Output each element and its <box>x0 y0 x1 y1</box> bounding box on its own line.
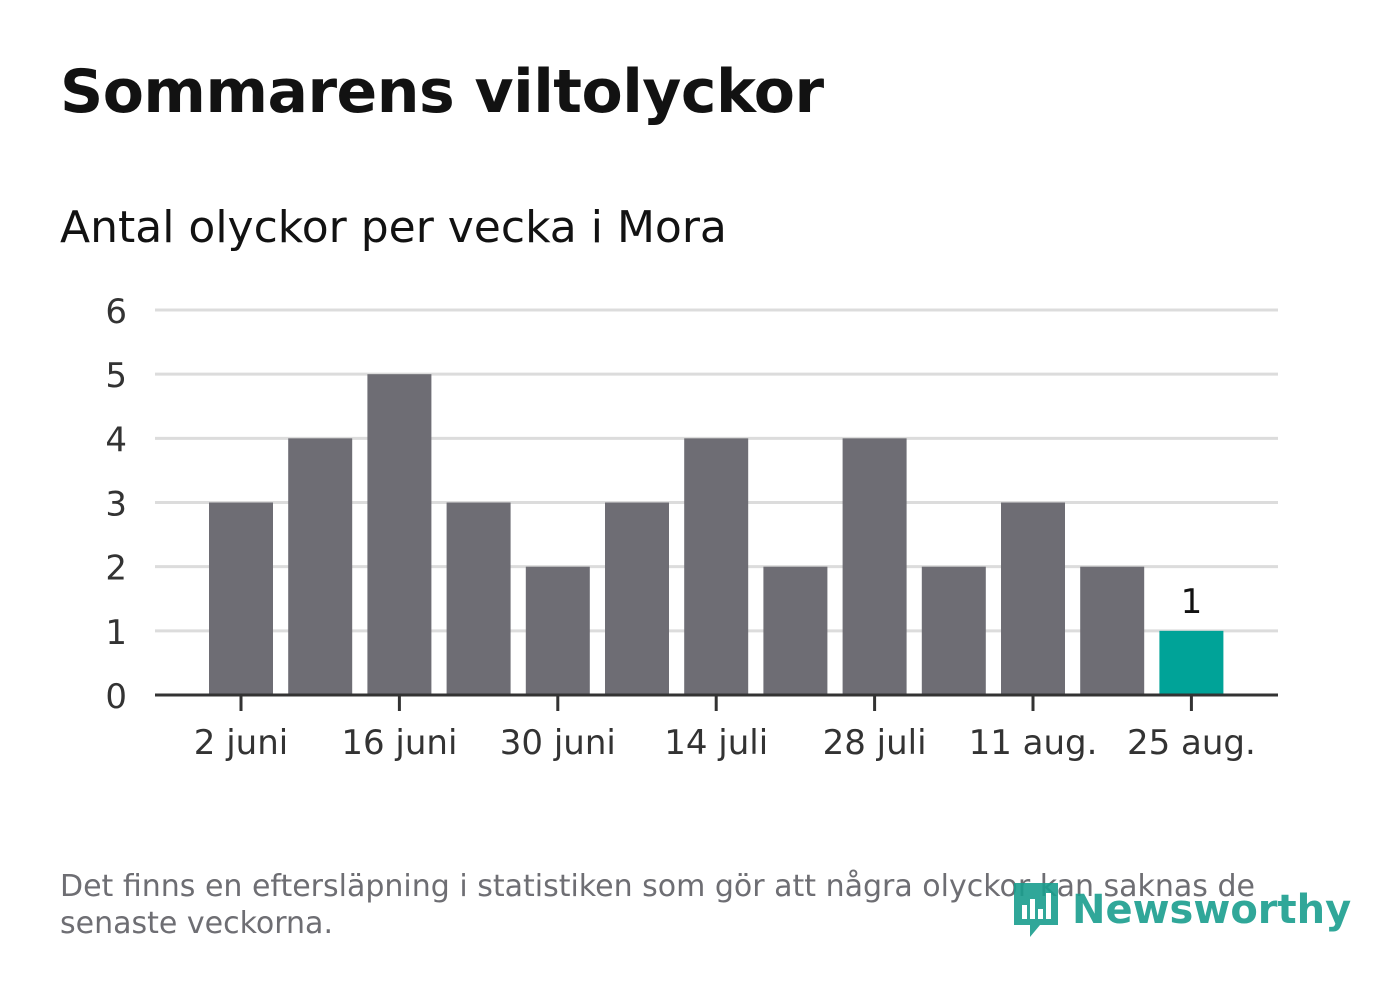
x-axis-ticks: 2 juni 16 juni 30 juni 14 juli 28 juli 11 aug… <box>194 695 1256 763</box>
y-tick-label: 5 <box>105 356 127 396</box>
x-tick-label: 11 aug. <box>969 723 1098 763</box>
chart-title: Sommarens viltolyckor <box>60 57 824 127</box>
x-tick-label: 2 juni <box>194 723 288 763</box>
bars: 1 <box>209 374 1224 695</box>
y-axis-ticks: 0 1 2 3 4 5 6 <box>105 292 127 717</box>
bar <box>288 438 353 695</box>
y-tick-label: 6 <box>105 292 127 332</box>
x-tick-label: 14 juli <box>664 723 768 763</box>
y-tick-label: 0 <box>105 677 127 717</box>
x-tick-label: 28 juli <box>823 723 927 763</box>
bar <box>842 438 907 695</box>
x-tick-label: 30 juni <box>500 723 616 763</box>
x-tick-label: 25 aug. <box>1127 723 1256 763</box>
bar <box>605 502 669 695</box>
bar <box>763 566 828 695</box>
bar <box>684 438 749 695</box>
chart-subtitle: Antal olyckor per vecka i Mora <box>60 202 727 253</box>
y-tick-label: 2 <box>105 549 127 589</box>
newsworthy-logo-icon <box>1014 883 1058 937</box>
newsworthy-logo-text: Newsworthy <box>1072 887 1352 933</box>
bar-chart: 0 1 2 3 4 5 6 1 2 juni 16 juni 30 juni 14 juli 28 … <box>105 292 1278 763</box>
bar <box>209 502 273 695</box>
bar <box>1159 630 1224 695</box>
bar <box>446 502 511 695</box>
bar-data-label: 1 <box>1181 582 1203 622</box>
bar <box>525 566 590 695</box>
y-tick-label: 1 <box>105 613 127 653</box>
bar <box>1080 566 1145 695</box>
y-tick-label: 3 <box>105 485 127 525</box>
bar <box>367 374 432 695</box>
bar <box>1001 502 1065 695</box>
newsworthy-logo[interactable]: Newsworthy <box>1010 878 1351 942</box>
y-tick-label: 4 <box>105 420 127 460</box>
bar <box>921 566 986 695</box>
x-tick-label: 16 juni <box>341 723 457 763</box>
